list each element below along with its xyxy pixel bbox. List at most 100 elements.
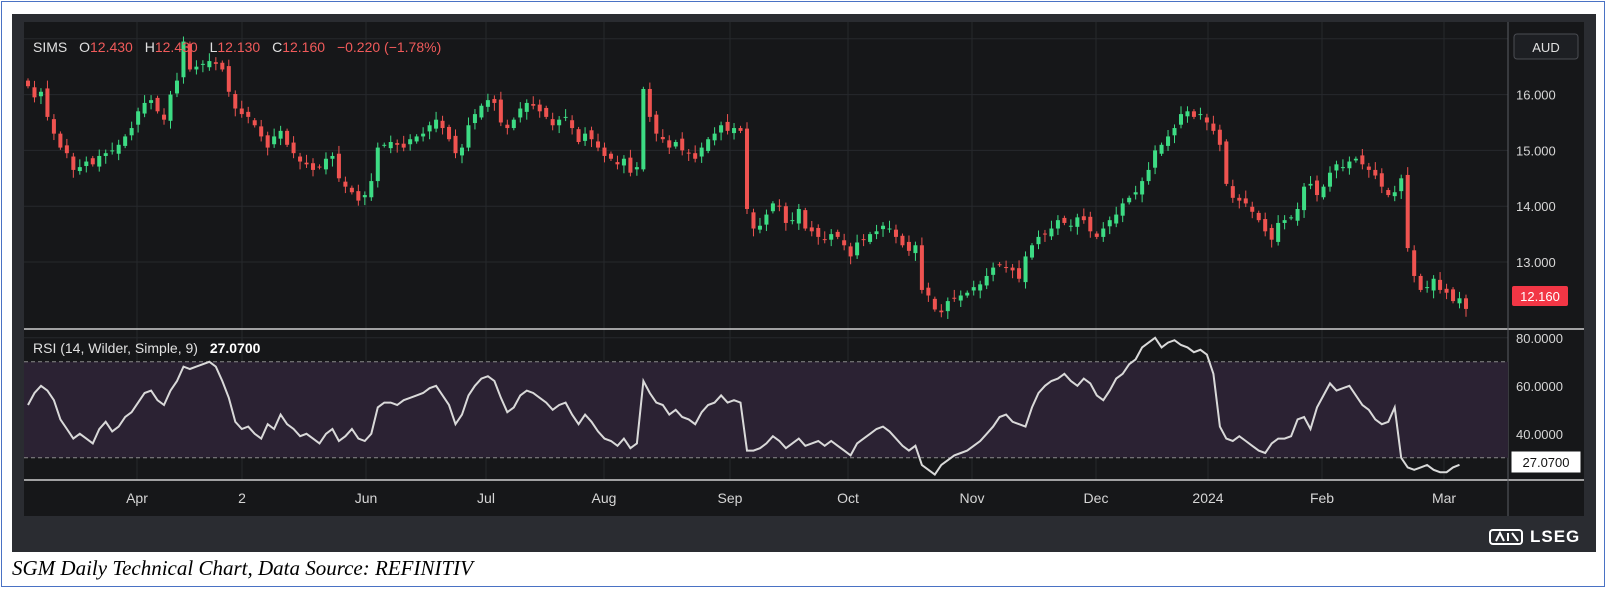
candle-body[interactable]	[913, 245, 918, 254]
candle-body[interactable]	[1438, 279, 1443, 290]
candle-body[interactable]	[576, 129, 581, 143]
candle-body[interactable]	[1243, 198, 1248, 204]
candle-body[interactable]	[1418, 275, 1423, 290]
candle-body[interactable]	[842, 240, 847, 246]
candle-body[interactable]	[200, 63, 205, 65]
candle-body[interactable]	[1120, 203, 1125, 216]
candle-body[interactable]	[647, 88, 652, 117]
candle-body[interactable]	[1340, 167, 1345, 169]
candle-body[interactable]	[1386, 190, 1391, 196]
candle-body[interactable]	[1373, 169, 1378, 176]
candle-body[interactable]	[298, 156, 303, 162]
candle-body[interactable]	[453, 135, 458, 154]
candle-body[interactable]	[1425, 287, 1430, 289]
candle-body[interactable]	[822, 239, 827, 241]
candle-body[interactable]	[1114, 214, 1119, 224]
candle-body[interactable]	[991, 267, 996, 275]
candle-body[interactable]	[1217, 129, 1222, 145]
candle-body[interactable]	[382, 144, 387, 146]
candle-body[interactable]	[1457, 298, 1462, 304]
candle-body[interactable]	[1263, 219, 1268, 232]
candle-body[interactable]	[1133, 192, 1138, 195]
candle-body[interactable]	[1166, 136, 1171, 146]
candle-body[interactable]	[123, 136, 128, 146]
candle-body[interactable]	[246, 111, 251, 117]
candle-body[interactable]	[511, 119, 516, 129]
candle-body[interactable]	[84, 161, 89, 167]
candle-body[interactable]	[317, 166, 322, 168]
candlestick-series[interactable]	[25, 36, 1469, 319]
candle-body[interactable]	[1068, 225, 1073, 227]
candle-body[interactable]	[589, 130, 594, 140]
candle-body[interactable]	[1230, 186, 1235, 198]
candle-body[interactable]	[699, 147, 704, 157]
candle-body[interactable]	[1153, 150, 1158, 168]
candle-body[interactable]	[706, 139, 711, 151]
candle-body[interactable]	[660, 136, 665, 140]
candle-body[interactable]	[1256, 212, 1261, 221]
candle-body[interactable]	[1127, 197, 1132, 203]
candle-body[interactable]	[673, 142, 678, 147]
candle-body[interactable]	[744, 128, 750, 209]
candle-body[interactable]	[1366, 166, 1371, 170]
candle-body[interactable]	[25, 80, 31, 87]
candle-body[interactable]	[304, 162, 309, 165]
candle-body[interactable]	[738, 128, 743, 131]
candle-body[interactable]	[932, 298, 937, 310]
candle-body[interactable]	[1159, 144, 1164, 154]
candle-body[interactable]	[362, 195, 367, 198]
candle-body[interactable]	[1282, 220, 1287, 223]
candle-body[interactable]	[149, 100, 154, 103]
candle-body[interactable]	[1444, 288, 1449, 293]
candle-body[interactable]	[155, 97, 160, 112]
candle-body[interactable]	[259, 126, 264, 137]
candle-body[interactable]	[809, 227, 814, 232]
candle-body[interactable]	[1088, 216, 1093, 232]
candle-body[interactable]	[1081, 216, 1086, 221]
candle-body[interactable]	[97, 155, 102, 167]
candle-body[interactable]	[531, 104, 536, 106]
candle-body[interactable]	[1237, 197, 1242, 201]
candle-body[interactable]	[680, 138, 685, 151]
candle-body[interactable]	[945, 301, 950, 312]
candle-body[interactable]	[1172, 128, 1177, 136]
candle-body[interactable]	[1146, 169, 1151, 182]
candle-body[interactable]	[1276, 222, 1281, 242]
candle-body[interactable]	[434, 119, 439, 129]
candle-body[interactable]	[939, 310, 944, 313]
candle-body[interactable]	[783, 206, 788, 223]
candle-body[interactable]	[602, 147, 607, 156]
candle-body[interactable]	[323, 158, 328, 170]
candle-body[interactable]	[1185, 111, 1190, 117]
candle-body[interactable]	[427, 125, 432, 132]
candle-body[interactable]	[272, 136, 277, 145]
candle-body[interactable]	[1101, 228, 1106, 237]
candle-body[interactable]	[1140, 181, 1145, 195]
candle-body[interactable]	[544, 107, 549, 117]
candle-body[interactable]	[1062, 217, 1067, 223]
candle-body[interactable]	[900, 235, 905, 246]
candle-body[interactable]	[1036, 236, 1041, 245]
candle-body[interactable]	[615, 162, 620, 165]
candle-body[interactable]	[1049, 228, 1054, 237]
candle-body[interactable]	[1075, 217, 1080, 227]
candle-body[interactable]	[349, 187, 354, 193]
candle-body[interactable]	[375, 147, 380, 182]
candle-body[interactable]	[408, 139, 413, 145]
candle-body[interactable]	[654, 114, 659, 134]
candle-body[interactable]	[978, 284, 983, 291]
candle-body[interactable]	[881, 225, 886, 230]
candle-body[interactable]	[1302, 186, 1307, 211]
candle-body[interactable]	[103, 153, 108, 156]
candle-body[interactable]	[621, 158, 626, 166]
candle-body[interactable]	[777, 205, 782, 207]
candle-body[interactable]	[829, 234, 834, 240]
candle-body[interactable]	[919, 245, 924, 290]
candle-body[interactable]	[965, 292, 970, 296]
candle-body[interactable]	[563, 116, 568, 118]
candle-body[interactable]	[686, 152, 691, 154]
candle-body[interactable]	[466, 125, 471, 148]
candle-body[interactable]	[505, 124, 510, 129]
candle-body[interactable]	[1353, 158, 1358, 161]
